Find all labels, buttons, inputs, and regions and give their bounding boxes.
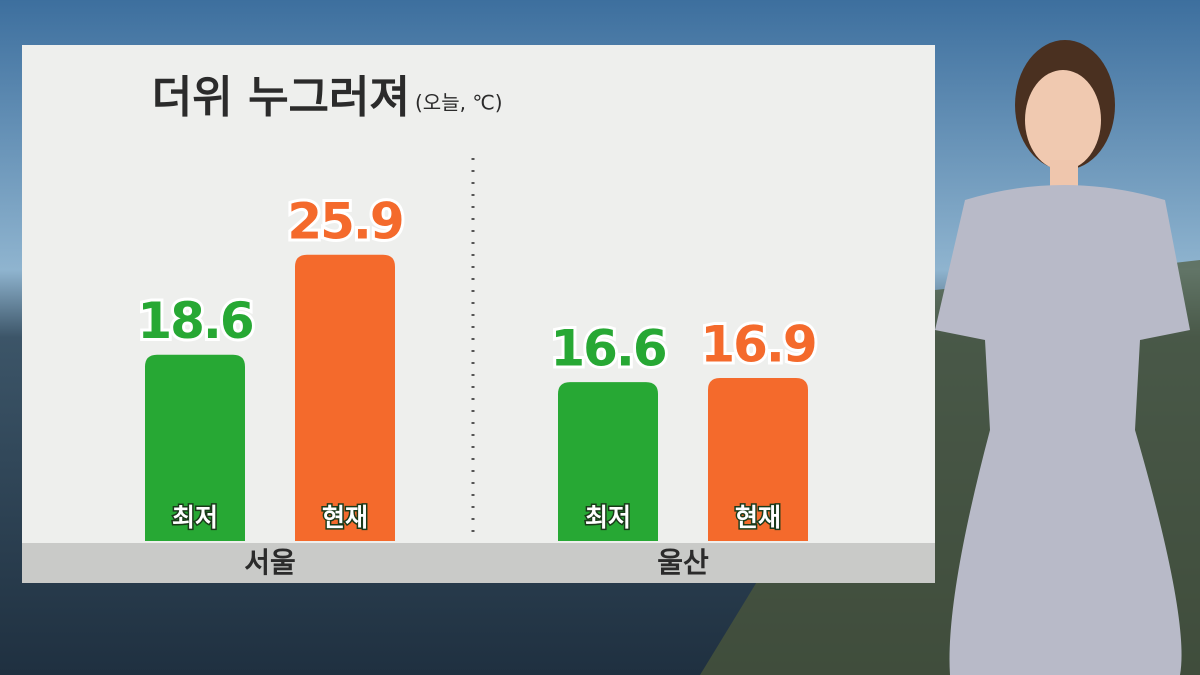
value-label: 16.6 <box>550 320 666 378</box>
series-label: 최저 <box>585 503 631 532</box>
chart-subtitle: (오늘, ℃) <box>415 91 503 115</box>
value-label: 18.6 <box>137 292 253 350</box>
category-band <box>22 543 935 583</box>
category-label: 서울 <box>244 546 296 579</box>
series-label: 현재 <box>735 503 781 532</box>
bar <box>558 382 658 541</box>
bar <box>145 354 245 541</box>
chart-title: 더위 누그러져 <box>152 72 410 123</box>
series-label: 최저 <box>172 503 218 532</box>
bar <box>708 378 808 541</box>
value-label: 25.9 <box>287 192 402 250</box>
category-label: 울산 <box>657 546 709 579</box>
bar <box>295 254 395 541</box>
series-label: 현재 <box>322 503 368 532</box>
value-label: 16.9 <box>700 316 815 374</box>
presenter <box>935 40 1190 675</box>
